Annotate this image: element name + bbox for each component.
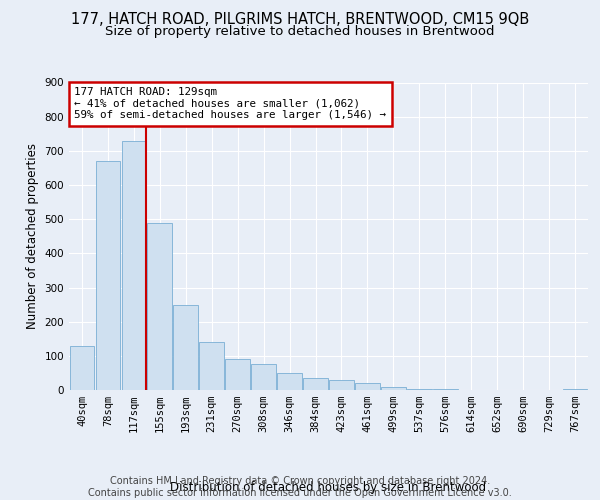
Bar bbox=[122, 140, 146, 390]
Bar bbox=[407, 389, 431, 390]
Bar bbox=[355, 383, 380, 390]
Bar bbox=[226, 359, 250, 390]
Text: Contains HM Land Registry data © Crown copyright and database right 2024.
Contai: Contains HM Land Registry data © Crown c… bbox=[88, 476, 512, 498]
Bar bbox=[303, 378, 328, 390]
Y-axis label: Number of detached properties: Number of detached properties bbox=[26, 143, 39, 329]
Bar bbox=[173, 304, 198, 390]
Bar bbox=[199, 342, 224, 390]
X-axis label: Distribution of detached houses by size in Brentwood: Distribution of detached houses by size … bbox=[170, 481, 487, 494]
Bar bbox=[381, 388, 406, 390]
Bar bbox=[277, 373, 302, 390]
Bar bbox=[95, 161, 120, 390]
Bar bbox=[70, 346, 94, 390]
Bar bbox=[329, 380, 354, 390]
Text: 177 HATCH ROAD: 129sqm
← 41% of detached houses are smaller (1,062)
59% of semi-: 177 HATCH ROAD: 129sqm ← 41% of detached… bbox=[74, 87, 386, 120]
Bar bbox=[563, 389, 587, 390]
Text: 177, HATCH ROAD, PILGRIMS HATCH, BRENTWOOD, CM15 9QB: 177, HATCH ROAD, PILGRIMS HATCH, BRENTWO… bbox=[71, 12, 529, 28]
Bar bbox=[251, 364, 276, 390]
Bar bbox=[148, 222, 172, 390]
Text: Size of property relative to detached houses in Brentwood: Size of property relative to detached ho… bbox=[105, 25, 495, 38]
